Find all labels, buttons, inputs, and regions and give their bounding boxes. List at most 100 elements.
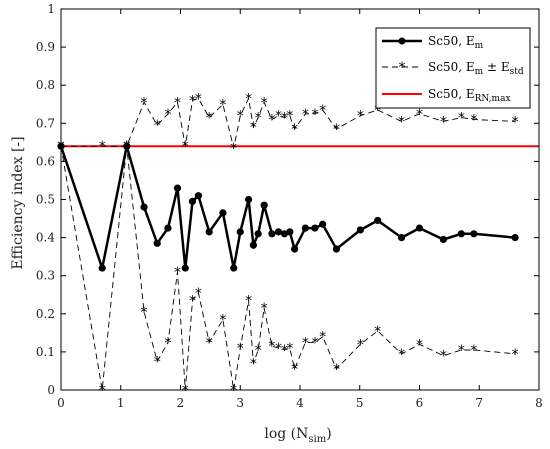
series-upper-point: *: [174, 95, 181, 111]
series-mean-point: [254, 230, 262, 238]
y-tick-label: 0.9: [36, 40, 55, 54]
series-mean-point: [236, 228, 244, 236]
series-mean-point: [188, 197, 197, 206]
series-lower-point: *: [333, 362, 340, 378]
legend: Sc50, Em * Sc50, Em ± Estd Sc50, ERN,max: [375, 27, 531, 109]
series-mean-point: [245, 195, 253, 204]
x-tick-label: 2: [177, 396, 185, 410]
plot-area: * * * * * * * * * * * * * * * * * * * * * * * * * * * * * * * * * * * * * * * *…: [57, 92, 539, 399]
series-upper-point: *: [245, 92, 252, 108]
y-tick-label: 0.8: [36, 78, 55, 92]
y-tick-label: 0.3: [36, 269, 55, 283]
series-upper-point: *: [281, 111, 288, 127]
series-mean-point: [205, 228, 213, 236]
x-tick-label: 6: [416, 396, 424, 410]
y-tick-label: 0.2: [36, 307, 55, 321]
series-lower-point: *: [319, 330, 326, 346]
series-upper-point: *: [250, 120, 257, 136]
series-upper-point: *: [416, 107, 423, 123]
legend-label-std: Sc50, Em ± Estd: [428, 60, 524, 77]
series-mean-point: [311, 224, 319, 232]
series-lower-point: *: [255, 343, 262, 359]
y-tick-label: 0: [47, 383, 55, 397]
series-mean-point: [153, 239, 161, 247]
series-lower-point: *: [458, 343, 465, 359]
series-upper-point: *: [237, 109, 244, 125]
series-mean-point: [98, 264, 106, 272]
series-mean-point: [181, 264, 189, 272]
x-tick-label: 5: [356, 396, 364, 410]
series-lower-point: *: [281, 343, 288, 359]
series-mean-point: [274, 228, 283, 236]
series-mean-point: [164, 224, 172, 232]
series-upper-point: *: [302, 107, 309, 123]
x-axis-label-sub: sim: [308, 434, 326, 445]
series-upper-point: *: [440, 114, 447, 130]
series-upper-point: *: [164, 107, 171, 123]
x-tick-label: 4: [296, 396, 304, 410]
series-mean-point: [286, 228, 294, 236]
series-mean-point: [140, 203, 148, 211]
series-mean-point: [511, 234, 519, 242]
series-upper-point: *: [319, 103, 326, 119]
series-mean-point: [194, 192, 203, 200]
x-tick-label: 0: [57, 396, 65, 410]
series-upper-point: *: [374, 103, 381, 119]
series-mean-point: [415, 224, 424, 232]
series-lower-point: *: [182, 383, 189, 399]
y-tick-label: 0.6: [36, 154, 55, 168]
x-axis-label-close: ): [326, 426, 331, 442]
series-mean-point: [173, 184, 182, 192]
series-upper-point: *: [357, 109, 364, 125]
series-upper-point: *: [311, 107, 318, 123]
series-lower-point: *: [302, 335, 309, 351]
series-upper-point: *: [261, 95, 268, 111]
series-lower-point: *: [195, 286, 202, 302]
series-upper-point: *: [286, 109, 293, 125]
x-axis-label: log (Nsim): [264, 426, 331, 445]
legend-label-mean: Sc50, Em: [428, 34, 484, 51]
series-upper-point: *: [141, 95, 148, 111]
series-mean-point: [319, 220, 327, 228]
series-upper-point: *: [189, 93, 196, 109]
series-upper-point: *: [291, 122, 298, 138]
series-upper-point: *: [99, 139, 106, 155]
series-lower-point: *: [219, 313, 226, 329]
series-upper-line: [61, 97, 516, 149]
series-lower-point: *: [154, 354, 161, 370]
legend-marker-std: *: [399, 60, 406, 76]
legend-item-rnmax: Sc50, ERN,max: [382, 87, 511, 104]
series-upper-point: *: [219, 97, 226, 113]
series-upper-point: *: [333, 122, 340, 138]
series-lower-point: *: [189, 293, 196, 309]
series-mean-point: [123, 142, 131, 150]
series-lower-point: *: [512, 347, 519, 363]
series-lower-point: *: [416, 337, 423, 353]
series-upper-point: *: [470, 112, 477, 128]
y-tick-label: 0.7: [36, 116, 55, 130]
x-tick-label: 7: [475, 396, 483, 410]
series-lower-point: *: [261, 301, 268, 317]
legend-item-std: * Sc50, Em ± Estd: [382, 60, 524, 77]
series-upper-point: *: [458, 111, 465, 127]
series-mean-point: [439, 235, 447, 244]
series-lower-point: *: [206, 335, 213, 351]
series-mean-point: [301, 224, 309, 232]
legend-label-rnmax: Sc50, ERN,max: [428, 87, 511, 104]
series-lower-point: *: [286, 341, 293, 357]
series-upper-point: *: [154, 118, 161, 134]
series-upper-point: *: [230, 141, 237, 157]
series-mean-point: [397, 234, 406, 242]
series-upper-point: *: [182, 139, 189, 155]
series-lower-point: *: [470, 343, 477, 359]
series-lower-point: *: [357, 337, 364, 353]
series-lower-point: *: [374, 324, 381, 340]
x-tick-label: 1: [117, 396, 125, 410]
y-axis-label: Efficiency index [-]: [10, 136, 26, 269]
series-upper-point: *: [275, 109, 282, 125]
series-upper-point: *: [268, 112, 275, 128]
series-mean-point: [332, 245, 341, 253]
series-upper-point: *: [398, 114, 405, 130]
y-tick-label: 0.4: [36, 231, 55, 245]
y-tick-label: 0.5: [36, 193, 55, 207]
